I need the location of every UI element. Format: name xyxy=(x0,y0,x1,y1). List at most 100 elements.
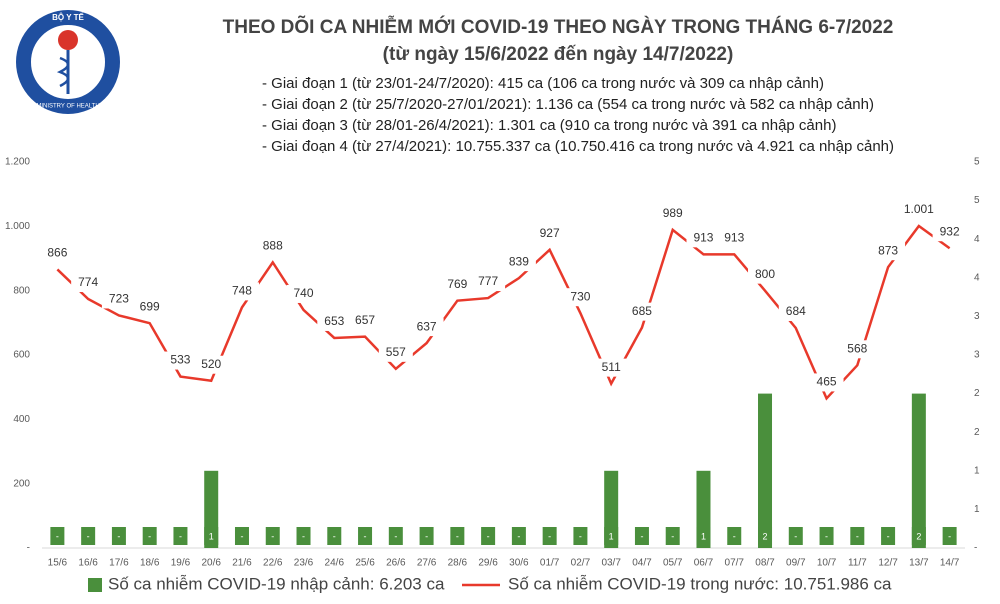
bar-label: 2 xyxy=(763,531,768,541)
bar-label: - xyxy=(640,531,643,541)
bar-label-box xyxy=(604,527,619,545)
y2-tick-label: 5 xyxy=(974,195,980,206)
x-tick-label: 30/6 xyxy=(509,558,529,569)
bar-label: - xyxy=(856,531,859,541)
line-label-box xyxy=(378,343,413,362)
line-label-box xyxy=(809,373,844,392)
bar-label-box xyxy=(204,527,219,545)
line-label: 777 xyxy=(478,274,498,288)
line-label-box xyxy=(440,275,475,294)
line-label-box xyxy=(194,355,229,374)
legend-swatch xyxy=(88,578,102,592)
x-tick-label: 01/7 xyxy=(540,558,560,569)
bar-label-box xyxy=(942,527,957,545)
bar-label: - xyxy=(517,531,520,541)
line-label: 730 xyxy=(570,289,590,303)
bar-label: - xyxy=(487,531,490,541)
bar-label: - xyxy=(794,531,797,541)
x-tick-label: 07/7 xyxy=(725,558,745,569)
bar-label-box xyxy=(450,527,465,545)
x-tick-label: 13/7 xyxy=(909,558,929,569)
line-label-box xyxy=(40,244,75,263)
logo: BỘ Y TẾ MINISTRY OF HEALTH xyxy=(16,10,120,114)
note: - Giai đoạn 1 (từ 23/01-24/7/2020): 415 … xyxy=(262,75,824,92)
bar-label-box xyxy=(296,527,311,545)
bar-label-box xyxy=(665,527,680,545)
chart-title: THEO DÕI CA NHIỄM MỚI COVID-19 THEO NGÀY… xyxy=(223,16,894,38)
line-label: 800 xyxy=(755,267,775,281)
bar-label-box xyxy=(388,527,403,545)
line xyxy=(56,224,951,401)
y-tick-label: 600 xyxy=(13,350,30,361)
bar-label-box xyxy=(81,527,96,545)
note: - Giai đoạn 2 (từ 25/7/2020-27/01/2021):… xyxy=(262,96,874,113)
line-label: 866 xyxy=(47,246,67,260)
bar-label-box xyxy=(50,527,65,545)
x-tick-label: 21/6 xyxy=(232,558,252,569)
x-tick-label: 14/7 xyxy=(940,558,960,569)
line-label-box xyxy=(71,274,106,293)
x-tick-label: 04/7 xyxy=(632,558,652,569)
x-tick-label: 08/7 xyxy=(755,558,775,569)
bar-label-box xyxy=(881,527,896,545)
bar-label: 1 xyxy=(609,531,614,541)
x-tick-label: 17/6 xyxy=(109,558,129,569)
y-tick-label: - xyxy=(27,543,30,554)
line-label: 511 xyxy=(602,360,621,374)
y2-tick-label: 1 xyxy=(974,465,980,476)
line-label-box xyxy=(871,242,906,261)
x-tick-label: 22/6 xyxy=(263,558,283,569)
legend-label: Số ca nhiễm COVID-19 trong nước: 10.751.… xyxy=(508,574,892,593)
x-tick-label: 05/7 xyxy=(663,558,683,569)
x-tick-label: 03/7 xyxy=(601,558,621,569)
line-label-box xyxy=(532,224,567,243)
y2-tick-label: 3 xyxy=(974,311,980,322)
bar-label: - xyxy=(394,531,397,541)
line-label-box xyxy=(563,288,598,307)
bar-label: - xyxy=(87,531,90,541)
line-label-box xyxy=(348,311,383,330)
x-tick-label: 18/6 xyxy=(140,558,160,569)
line-label: 684 xyxy=(786,304,806,318)
line-label-box xyxy=(748,265,783,284)
line-label-box xyxy=(717,229,752,248)
line-label: 723 xyxy=(109,292,129,306)
line-label-box xyxy=(255,237,290,256)
logo-star xyxy=(58,30,78,50)
y-tick-label: 800 xyxy=(13,285,30,296)
bar-label: - xyxy=(271,531,274,541)
note: - Giai đoạn 3 (từ 28/01-26/4/2021): 1.30… xyxy=(262,117,836,134)
line-label-box xyxy=(778,302,813,321)
y-tick-label: 400 xyxy=(13,414,30,425)
x-tick-label: 29/6 xyxy=(478,558,498,569)
x-tick-label: 23/6 xyxy=(294,558,314,569)
line-label-box xyxy=(132,298,167,317)
bar-label-box xyxy=(111,527,126,545)
line-label-box xyxy=(624,302,659,321)
y2-tick-label: 2 xyxy=(974,388,980,399)
y-tick-label: 1.000 xyxy=(5,221,30,232)
line-label: 774 xyxy=(78,275,98,289)
line-label: 465 xyxy=(817,375,837,389)
note: - Giai đoạn 4 (từ 27/4/2021): 10.755.337… xyxy=(262,138,894,155)
bar-label-box xyxy=(511,527,526,545)
bar-label-box xyxy=(911,527,926,545)
x-tick-label: 19/6 xyxy=(171,558,191,569)
x-tick-label: 16/6 xyxy=(78,558,98,569)
y2-tick-label: 2 xyxy=(974,427,980,438)
bar-label: - xyxy=(887,531,890,541)
logo-snake xyxy=(56,56,70,88)
x-tick-label: 28/6 xyxy=(448,558,468,569)
line-label: 748 xyxy=(232,284,252,298)
line-label-box xyxy=(101,290,136,309)
bar-label-box xyxy=(788,527,803,545)
x-tick-label: 15/6 xyxy=(48,558,68,569)
x-tick-label: 27/6 xyxy=(417,558,437,569)
y2-tick-label: 4 xyxy=(974,272,980,283)
y2-tick-label: 3 xyxy=(974,350,980,361)
line-label-box xyxy=(501,253,536,272)
line-label-box xyxy=(286,284,321,303)
line-label-box xyxy=(163,351,198,370)
bar-label: 2 xyxy=(916,531,921,541)
bar-label-box xyxy=(173,527,188,545)
